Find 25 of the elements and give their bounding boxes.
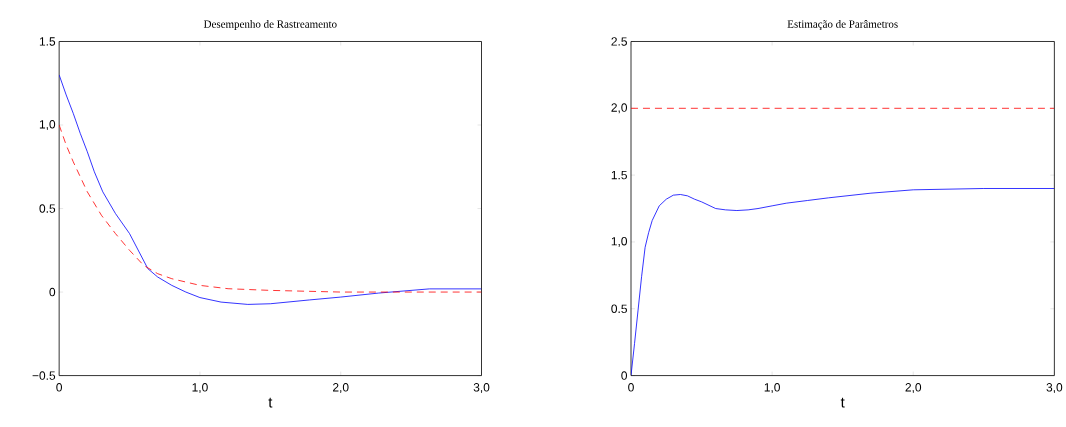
chart-title: Estimação de Parâmetros bbox=[787, 20, 898, 31]
chart-title: Desempenho de Rastreamento bbox=[203, 20, 337, 31]
x-tick-label: 2,0 bbox=[333, 383, 349, 394]
x-tick-label: 3,0 bbox=[473, 383, 490, 394]
x-tick-label: 1,0 bbox=[192, 383, 208, 394]
x-tick-label: 3,0 bbox=[1046, 383, 1063, 394]
x-tick-label: 0 bbox=[628, 383, 634, 392]
y-tick-label: 2.5 bbox=[611, 37, 627, 46]
y-tick-label: 0.5 bbox=[39, 204, 56, 213]
y-tick-label: 0 bbox=[49, 287, 56, 297]
y-tick-label: 1,0 bbox=[611, 237, 628, 247]
y-tick-label: 1.5 bbox=[611, 171, 627, 180]
y-tick-label: 1.5 bbox=[39, 37, 56, 46]
x-tick-label: 1,0 bbox=[764, 383, 780, 394]
x-tick-label: 2,0 bbox=[905, 383, 922, 394]
y-tick-label: 2,0 bbox=[611, 103, 628, 114]
y-tick-label: 0 bbox=[621, 371, 628, 380]
line-series bbox=[631, 188, 1055, 376]
y-tick-label: 0.5 bbox=[611, 304, 627, 314]
y-tick-label: 1,0 bbox=[39, 120, 56, 131]
line-series bbox=[59, 74, 482, 305]
y-tick-label: −0.5 bbox=[32, 371, 56, 380]
x-axis-title: t bbox=[268, 397, 273, 408]
x-axis-title: t bbox=[840, 397, 845, 408]
x-tick-label: 0 bbox=[56, 383, 63, 392]
